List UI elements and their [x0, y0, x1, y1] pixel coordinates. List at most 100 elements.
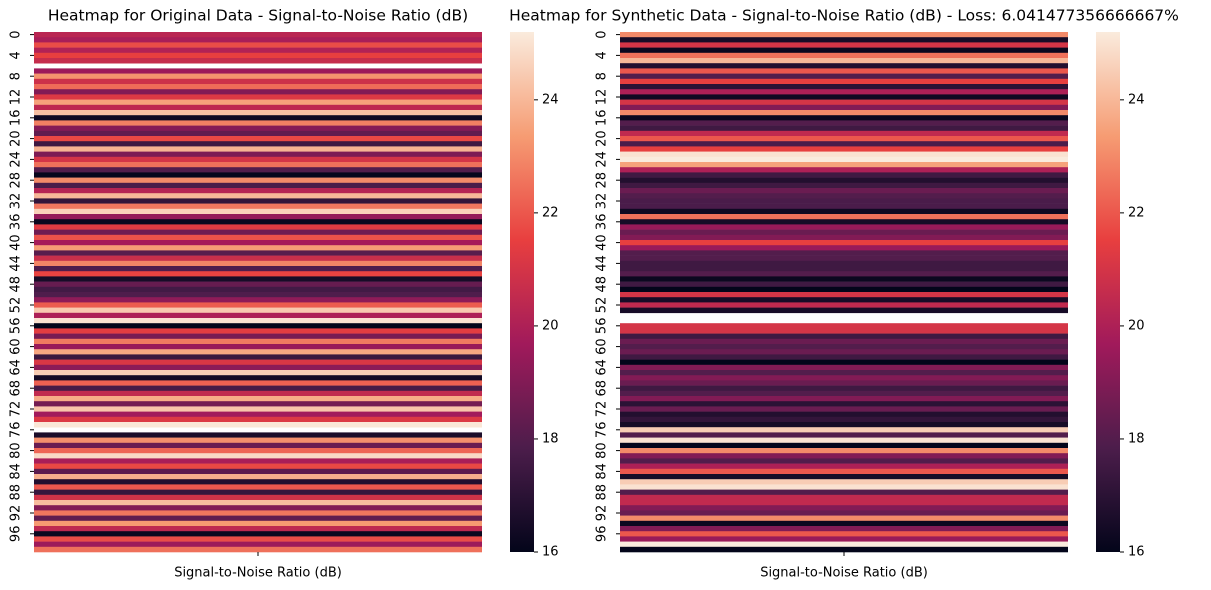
- heatmap-cell: [620, 396, 1068, 402]
- heatmap-cell: [34, 292, 482, 298]
- heatmap-cell: [34, 380, 482, 386]
- y-tick-label: 88: [9, 484, 24, 501]
- heatmap-cell: [620, 167, 1068, 173]
- heatmap-cell: [34, 307, 482, 314]
- heatmap-cell: [620, 370, 1068, 376]
- y-tick-label: 56: [595, 318, 610, 335]
- heatmap-cell: [34, 120, 482, 126]
- heatmap-cell: [620, 354, 1068, 360]
- y-tick-label: 24: [595, 151, 610, 168]
- colorbar-tick-label: 18: [542, 431, 559, 446]
- heatmap-cell: [620, 208, 1068, 215]
- heatmap-cell: [34, 344, 482, 350]
- heatmap-cell: [34, 266, 482, 272]
- heatmap-cell: [620, 224, 1068, 230]
- heatmap-cell: [34, 396, 482, 402]
- heatmap-cell: [34, 297, 482, 303]
- heatmap-cell: [34, 162, 482, 168]
- heatmap-cell: [34, 422, 482, 428]
- y-tick-label: 32: [595, 193, 610, 210]
- heatmap-cell: [34, 219, 482, 225]
- heatmap-cell: [34, 84, 482, 90]
- heatmap-cell: [34, 323, 482, 329]
- heatmap-cell: [34, 58, 482, 64]
- heatmap-cell: [34, 229, 482, 236]
- heatmap-cell: [620, 276, 1068, 282]
- y-tick-label: 4: [9, 51, 24, 59]
- y-tick-label: 12: [9, 89, 24, 106]
- heatmap-cell: [620, 416, 1068, 423]
- heatmap-cell: [620, 47, 1068, 54]
- heatmap-cell: [620, 99, 1068, 106]
- heatmap-cell: [620, 474, 1068, 480]
- heatmap-cell: [620, 286, 1068, 293]
- heatmap-cell: [620, 500, 1068, 506]
- heatmap-cell: [620, 401, 1068, 407]
- heatmap-cell: [620, 375, 1068, 381]
- chart-title: Heatmap for Synthetic Data - Signal-to-N…: [509, 7, 1179, 25]
- heatmap-cell: [620, 156, 1068, 163]
- heatmap-cell: [620, 385, 1068, 392]
- heatmap-cell: [34, 401, 482, 407]
- heatmap-cell: [34, 110, 482, 116]
- heatmap-cell: [34, 271, 482, 277]
- heatmap-cell: [34, 442, 482, 449]
- y-tick-label: 48: [595, 276, 610, 293]
- colorbar: [1096, 32, 1120, 552]
- heatmap-cell: [620, 489, 1068, 496]
- heatmap-cell: [34, 130, 482, 137]
- heatmap-cell: [620, 536, 1068, 542]
- heatmap-cell: [620, 468, 1068, 475]
- y-tick-label: 68: [9, 380, 24, 397]
- heatmap-cell: [34, 489, 482, 496]
- heatmap-cell: [620, 32, 1068, 38]
- heatmap-cell: [620, 307, 1068, 314]
- y-tick-label: 68: [595, 380, 610, 397]
- y-tick-label: 56: [9, 318, 24, 335]
- colorbar-tick-label: 16: [1128, 545, 1145, 560]
- heatmap-cell: [34, 125, 482, 132]
- heatmap-cell: [34, 245, 482, 251]
- heatmap-cell: [620, 130, 1068, 137]
- heatmap-cell: [620, 302, 1068, 308]
- heatmap-cell: [34, 146, 482, 152]
- heatmap-cell: [34, 541, 482, 548]
- heatmap-cell: [620, 240, 1068, 246]
- heatmap-cell: [620, 510, 1068, 516]
- heatmap-cell: [620, 52, 1068, 59]
- heatmap-cell: [34, 536, 482, 542]
- heatmap-cell: [620, 297, 1068, 303]
- heatmap-cell: [620, 266, 1068, 272]
- heatmap-cell: [620, 411, 1068, 418]
- heatmap-cell: [34, 198, 482, 204]
- heatmap-cell: [34, 234, 482, 241]
- heatmap-cell: [620, 422, 1068, 428]
- heatmap-cell: [620, 78, 1068, 85]
- y-tick-label: 52: [595, 297, 610, 314]
- y-tick-label: 20: [595, 130, 610, 147]
- heatmap-cell: [620, 494, 1068, 501]
- chart-title: Heatmap for Original Data - Signal-to-No…: [48, 7, 468, 25]
- heatmap-cell: [620, 515, 1068, 522]
- heatmap-cell: [620, 193, 1068, 199]
- heatmap-cell: [620, 328, 1068, 334]
- heatmap-cell: [34, 474, 482, 480]
- heatmap-cell: [34, 390, 482, 397]
- heatmap-cell: [620, 203, 1068, 210]
- heatmap-cell: [620, 219, 1068, 225]
- heatmap-cell: [34, 432, 482, 438]
- heatmap-cell: [34, 505, 482, 511]
- heatmap-cell: [34, 151, 482, 158]
- heatmap-cell: [620, 245, 1068, 251]
- y-tick-label: 32: [9, 193, 24, 210]
- heatmap-cell: [620, 442, 1068, 449]
- heatmap-cell: [34, 172, 482, 178]
- y-tick-label: 4: [595, 51, 610, 59]
- heatmap-cell: [34, 375, 482, 381]
- heatmap-cell: [620, 214, 1068, 220]
- heatmap-cell: [620, 89, 1068, 95]
- heatmap-cell: [34, 500, 482, 506]
- y-tick-label: 48: [9, 276, 24, 293]
- heatmap-cell: [620, 546, 1068, 553]
